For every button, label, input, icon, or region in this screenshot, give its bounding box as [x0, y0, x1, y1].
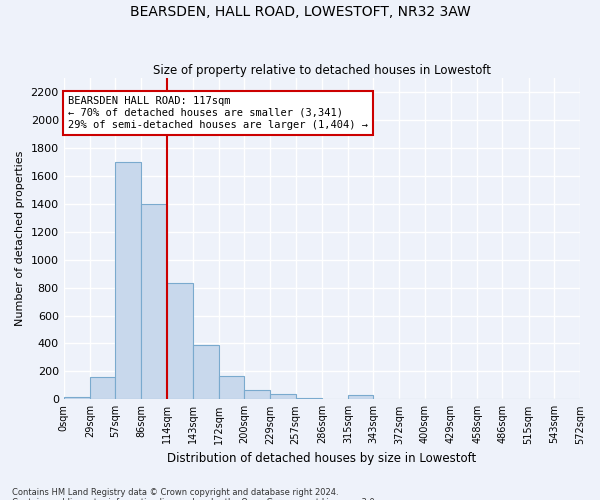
Bar: [167, 284, 193, 400]
Bar: [193, 345, 219, 400]
Y-axis label: Number of detached properties: Number of detached properties: [15, 151, 25, 326]
X-axis label: Distribution of detached houses by size in Lowestoft: Distribution of detached houses by size …: [167, 452, 476, 465]
Bar: [219, 376, 244, 400]
Bar: [90, 378, 115, 400]
Bar: [244, 390, 271, 400]
Title: Size of property relative to detached houses in Lowestoft: Size of property relative to detached ho…: [153, 64, 491, 77]
Bar: [348, 396, 373, 400]
Bar: [141, 204, 167, 400]
Text: Contains public sector information licensed under the Open Government Licence v3: Contains public sector information licen…: [12, 498, 377, 500]
Text: BEARSDEN HALL ROAD: 117sqm
← 70% of detached houses are smaller (3,341)
29% of s: BEARSDEN HALL ROAD: 117sqm ← 70% of deta…: [68, 96, 368, 130]
Bar: [115, 162, 141, 400]
Text: Contains HM Land Registry data © Crown copyright and database right 2024.: Contains HM Land Registry data © Crown c…: [12, 488, 338, 497]
Text: BEARSDEN, HALL ROAD, LOWESTOFT, NR32 3AW: BEARSDEN, HALL ROAD, LOWESTOFT, NR32 3AW: [130, 5, 470, 19]
Bar: [64, 396, 90, 400]
Bar: [271, 394, 296, 400]
Bar: [296, 398, 322, 400]
